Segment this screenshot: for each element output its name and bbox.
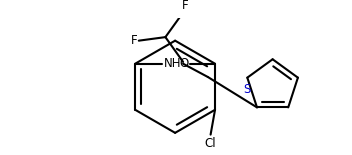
- Text: O: O: [179, 57, 188, 70]
- Text: S: S: [244, 83, 251, 96]
- Text: F: F: [182, 0, 189, 12]
- Text: NH: NH: [164, 57, 181, 70]
- Text: Cl: Cl: [204, 137, 215, 150]
- Text: F: F: [130, 34, 137, 47]
